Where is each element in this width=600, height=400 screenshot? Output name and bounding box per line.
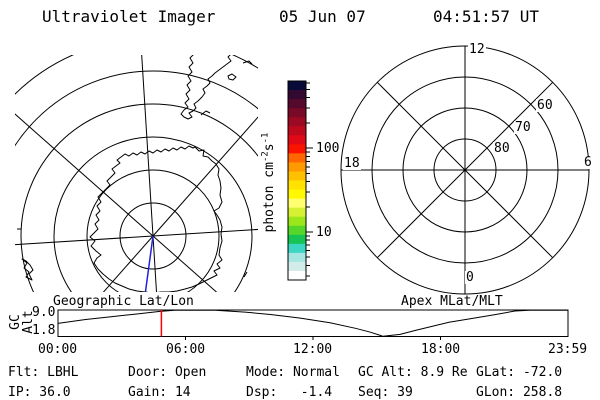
status-door: Door: Open <box>128 365 207 380</box>
ytick-18: 1.8 <box>32 323 56 338</box>
xtick-2359: 23:59 <box>548 342 588 357</box>
status-mode: Mode: Normal <box>246 365 340 380</box>
colorbar-tick-100: 100 <box>316 141 340 156</box>
status-gc-alt: GC Alt: 8.9 Re <box>358 365 468 380</box>
south-america-coastline <box>180 55 232 120</box>
colorbar-unit-label: photon cm-2s-1 <box>260 118 277 248</box>
date-label: 05 Jun 07 <box>279 7 366 26</box>
colorbar-ticks <box>306 82 313 277</box>
geo-panel-caption: Geographic Lat/Lon <box>53 294 194 309</box>
colorbar-frame <box>287 80 307 281</box>
xtick-1200: 12:00 <box>293 342 333 357</box>
gc-alt-strip-chart <box>57 309 569 340</box>
gc-alt-axis-label: GC Alt <box>8 310 36 334</box>
mlt-label-18: 18 <box>343 156 361 171</box>
mlt-label-0: 0 <box>465 270 475 285</box>
highlighted-meridian <box>144 235 154 292</box>
unit-text: photon cm <box>261 162 277 233</box>
apex-panel-caption: Apex MLat/MLT <box>401 294 503 309</box>
colorbar-blocks <box>288 81 306 281</box>
status-glat: GLat: -72.0 <box>476 365 563 380</box>
status-filter: Flt: LBHL <box>8 365 79 380</box>
apex-polar-grid <box>340 45 590 295</box>
time-label: 04:51:57 UT <box>433 7 539 26</box>
instrument-title: Ultraviolet Imager <box>42 7 216 26</box>
unit-exponent-1: -1 <box>260 132 271 144</box>
strip-chart-xticks <box>185 336 441 340</box>
xtick-0000: 00:00 <box>38 342 78 357</box>
mlt-label-6: 6 <box>583 155 593 170</box>
mlat-label-60: 60 <box>536 98 554 113</box>
status-dsp: Dsp: -1.4 <box>246 385 333 400</box>
meridian-lines <box>15 55 258 292</box>
island-marks <box>17 60 253 281</box>
mlat-label-80: 80 <box>493 141 511 156</box>
colorbar <box>287 80 313 281</box>
unit-exponent-2: -2 <box>260 151 271 163</box>
status-seq: Seq: 39 <box>358 385 413 400</box>
xtick-1800: 18:00 <box>421 342 461 357</box>
xtick-0600: 06:00 <box>166 342 206 357</box>
gc-alt-curve <box>57 309 568 337</box>
antarctica-coastline <box>89 145 223 292</box>
unit-s: s <box>261 143 277 152</box>
ytick-9: 9.0 <box>32 305 56 320</box>
colorbar-tick-10: 10 <box>316 225 332 240</box>
status-ip: IP: 36.0 <box>8 385 71 400</box>
geographic-map <box>15 55 258 292</box>
status-glon: GLon: 258.8 <box>476 385 563 400</box>
mlat-label-70: 70 <box>514 120 532 135</box>
latitude-circles <box>15 55 258 292</box>
mlt-label-12: 12 <box>468 42 486 57</box>
status-gain: Gain: 14 <box>128 385 191 400</box>
